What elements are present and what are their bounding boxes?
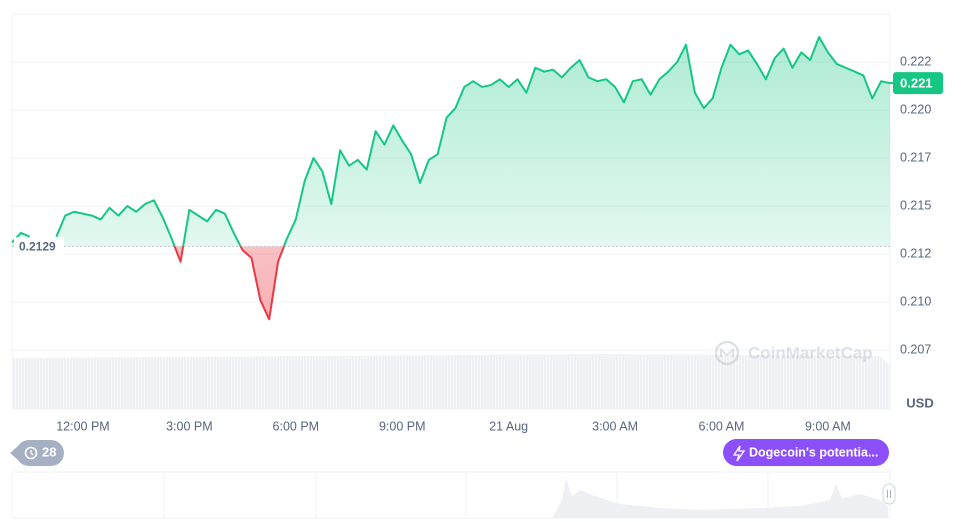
area-down [174, 246, 284, 320]
badge-arrow [10, 446, 18, 460]
y-tick-label: 0.215 [900, 198, 931, 212]
badge-bg [16, 440, 64, 466]
x-tick-label: 9:00 AM [805, 419, 851, 433]
volume-band [12, 354, 890, 409]
axes: 0.207 0.210 0.212 0.215 0.217 0.220 0.222 12:00… [56, 54, 943, 433]
y-tick-label: 0.207 [900, 342, 931, 356]
baseline-label-bg [14, 237, 64, 255]
watermark: CoinMarketCap [714, 340, 873, 366]
clock-icon [24, 446, 38, 460]
x-tick-label: 21 Aug [489, 419, 528, 433]
baseline-label: 0.2129 [19, 239, 56, 253]
x-tick-label: 9:00 PM [379, 419, 426, 433]
clock-hand [30, 450, 34, 456]
x-tick-label: 6:00 PM [273, 419, 320, 433]
x-tick-label: 3:00 PM [166, 419, 213, 433]
badge-text: 28 [42, 444, 56, 459]
area-up [12, 37, 890, 247]
navigator-area [552, 478, 888, 518]
bolt-icon [732, 445, 746, 462]
navigator [11, 471, 896, 519]
y-unit: USD [906, 395, 933, 410]
x-tick-label: 6:00 AM [699, 419, 745, 433]
news-button[interactable]: Dogecoin's potentia... [723, 439, 889, 466]
history-badge[interactable]: 28 [10, 440, 64, 466]
current-price-label: 0.221 [900, 76, 933, 91]
y-tick-label: 0.217 [900, 150, 931, 164]
y-tick-label: 0.212 [900, 246, 931, 260]
plot: 0.2129 [11, 36, 891, 321]
x-tick-label: 3:00 AM [592, 419, 638, 433]
y-tick-label: 0.222 [900, 54, 931, 68]
news-button-text: Dogecoin's potentia... [749, 445, 878, 459]
news-button-bg [723, 439, 889, 466]
watermark-text: CoinMarketCap [748, 343, 873, 362]
current-price-tag [893, 72, 943, 95]
x-tick-label: 12:00 PM [56, 419, 110, 433]
y-tick-label: 0.210 [900, 294, 931, 308]
y-tick-label: 0.220 [900, 102, 931, 116]
navigator-handle[interactable] [882, 483, 896, 505]
